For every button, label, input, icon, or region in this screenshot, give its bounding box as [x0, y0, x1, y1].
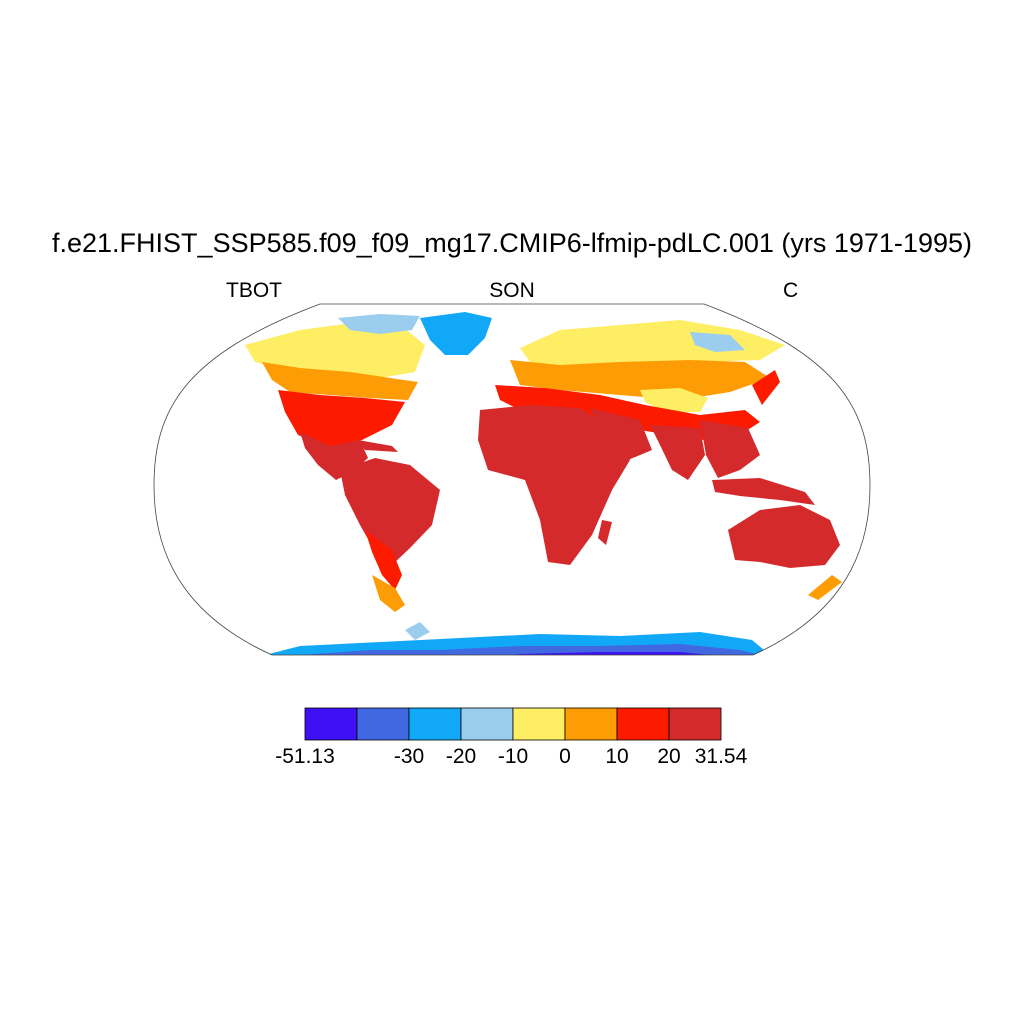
south-america-temperate [365, 530, 402, 590]
antarctica-peninsula [405, 622, 430, 640]
colorbar-box [304, 707, 358, 741]
plot-title: f.e21.FHIST_SSP585.f09_f09_mg17.CMIP6-lf… [52, 228, 972, 258]
colorbar-tick-label: 0 [559, 745, 571, 768]
north-america-warm [278, 390, 405, 448]
colorbar-box [356, 707, 410, 741]
map-land [245, 312, 842, 655]
colorbar-box [408, 707, 462, 741]
new-zealand [808, 575, 842, 600]
map-perimeter [153, 303, 871, 656]
colorbar-box [564, 707, 618, 741]
japan [752, 370, 780, 405]
eurasia-warm [495, 385, 760, 440]
colorbar-box [616, 707, 670, 741]
colorbar-tick-label: 10 [605, 745, 629, 768]
season-label: SON [489, 279, 535, 302]
colorbar-tick-label: 31.54 [694, 745, 748, 768]
colorbar-tick-label: -30 [393, 745, 425, 768]
africa [478, 405, 630, 565]
greenland-coast [338, 314, 420, 334]
indonesia [712, 478, 815, 505]
caribbean [358, 440, 398, 452]
eurasia-cold [520, 320, 785, 368]
north-america-cool [262, 362, 418, 400]
southeast-asia [700, 420, 760, 478]
south-america-tip [372, 575, 405, 612]
variable-label: TBOT [226, 279, 282, 302]
greenland-interior [420, 312, 492, 355]
colorbar-tick-label: -51.13 [275, 745, 335, 768]
north-america-polar [245, 322, 425, 378]
colorbar-box [668, 707, 722, 741]
colorbar-tick-label: 20 [657, 745, 681, 768]
south-america-tropics [340, 458, 440, 565]
madagascar [598, 520, 612, 545]
colorbar-tick-label: -20 [445, 745, 477, 768]
india [650, 425, 705, 480]
colorbar-tick-label: -10 [497, 745, 529, 768]
colorbar-box [460, 707, 514, 741]
tibet-cold [640, 388, 708, 412]
colorbar [304, 707, 722, 741]
arabia [590, 408, 652, 460]
units-label: C [783, 279, 799, 302]
siberia-cold [690, 332, 745, 352]
eurasia-cool [510, 360, 770, 400]
colorbar-box [512, 707, 566, 741]
australia [728, 505, 840, 568]
